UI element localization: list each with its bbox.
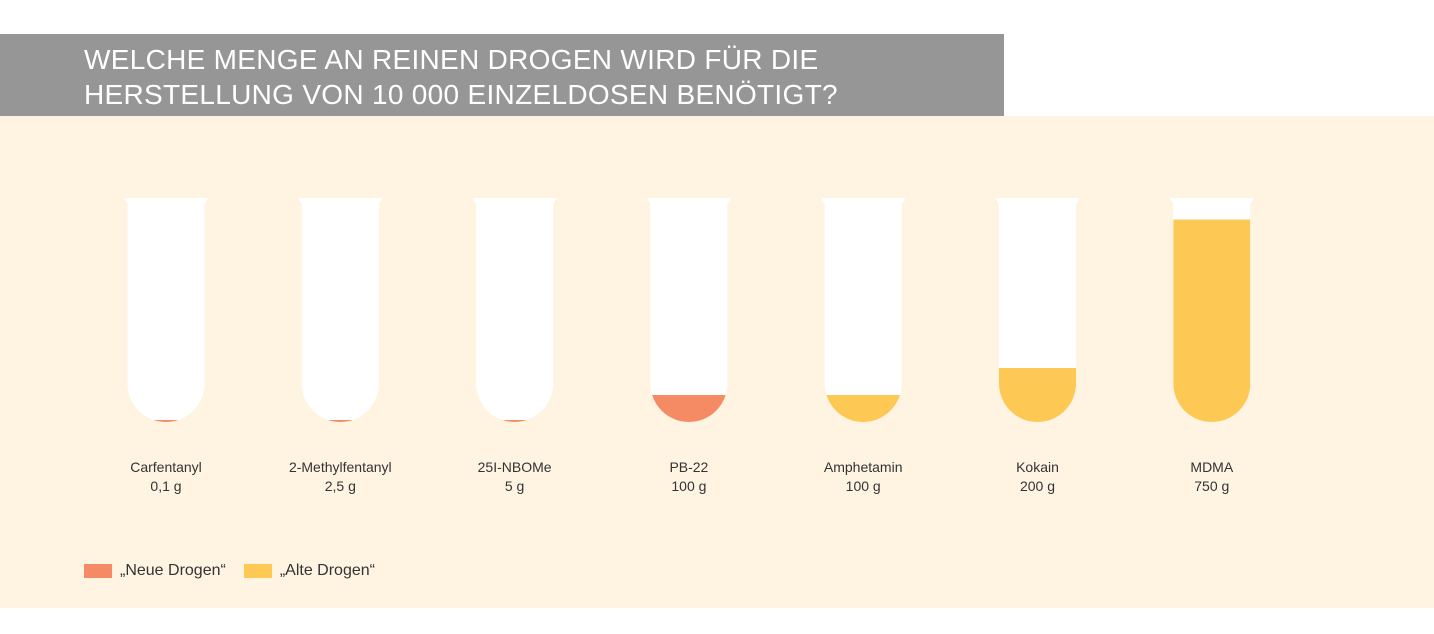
legend-swatch-alte-drogen [243, 564, 272, 578]
title-bar: WELCHE MENGE AN REINEN DROGEN WIRD FÜR D… [0, 34, 1004, 116]
legend-label-neue-drogen: „Neue Drogen“ [120, 562, 226, 579]
value-label-pb-22: 100 g [671, 478, 706, 494]
category-label-carfentanyl: Carfentanyl [130, 459, 202, 475]
chart-title-line-1: WELCHE MENGE AN REINEN DROGEN WIRD FÜR D… [84, 44, 819, 75]
value-label-25i-nbome: 5 g [505, 478, 524, 494]
tube-pb-22 [646, 198, 731, 422]
category-label-amphetamin: Amphetamin [824, 459, 903, 475]
tube-amphetamin [821, 198, 906, 422]
tube-fill-25i-nbome [476, 420, 554, 422]
tube-2-methylfentanyl [298, 198, 383, 422]
chart-title: WELCHE MENGE AN REINEN DROGEN WIRD FÜR D… [84, 42, 838, 112]
category-label-2-methylfentanyl: 2-Methylfentanyl [289, 459, 392, 475]
tube-fill-amphetamin [824, 395, 902, 422]
category-label-kokain: Kokain [1016, 459, 1059, 475]
value-label-carfentanyl: 0,1 g [150, 478, 181, 494]
value-label-2-methylfentanyl: 2,5 g [325, 478, 356, 494]
tube-fill-carfentanyl [127, 420, 205, 422]
chart-title-line-2: HERSTELLUNG VON 10 000 EINZELDOSEN BENÖT… [84, 79, 838, 110]
value-label-mdma: 750 g [1194, 478, 1229, 494]
tube-fill-pb-22 [650, 395, 728, 422]
category-label-mdma: MDMA [1190, 459, 1233, 475]
legend-item-alte-drogen: „Alte Drogen“ [243, 562, 375, 580]
category-label-25i-nbome: 25I-NBOMe [478, 459, 552, 475]
tube-25i-nbome [472, 198, 557, 422]
legend-item-neue-drogen: „Neue Drogen“ [84, 562, 226, 580]
tube-fill-mdma [1173, 219, 1251, 422]
chart-panel: Carfentanyl 0,1 g 2-Methylfentanyl 2,5 g 25I… [0, 116, 1434, 608]
tube-chart: Carfentanyl 0,1 g 2-Methylfentanyl 2,5 g 25I… [124, 198, 1254, 494]
value-label-kokain: 200 g [1020, 478, 1055, 494]
legend-label-alte-drogen: „Alte Drogen“ [279, 562, 375, 579]
tube-kokain [995, 198, 1080, 422]
category-label-pb-22: PB-22 [669, 459, 708, 475]
legend-swatch-neue-drogen [84, 564, 112, 578]
legend: „Neue Drogen“ „Alte Drogen“ [84, 562, 393, 580]
value-label-amphetamin: 100 g [846, 478, 881, 494]
tube-fill-kokain [999, 368, 1076, 422]
tube-fill-2-methylfentanyl [301, 420, 379, 422]
tube-carfentanyl [124, 198, 208, 422]
